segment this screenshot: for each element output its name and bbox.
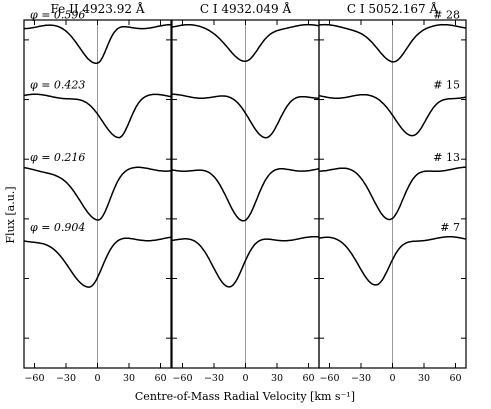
spectrum-line-panel2-series4	[171, 236, 320, 288]
spectrum-line-panel2-series3	[171, 167, 320, 222]
panel-title-3: C I 5052.167 Å	[347, 1, 439, 16]
spectrum-label-2: # 15	[433, 78, 460, 91]
spectrum-line-panel3-series3	[319, 166, 466, 221]
panels-group	[23, 19, 467, 369]
phase-label-2: φ = 0.423	[30, 78, 85, 91]
phase-label-4: φ = 0.904	[30, 221, 85, 234]
x-tick-label-1-4: 60	[154, 373, 166, 384]
x-tick-label-3-3: 30	[418, 373, 430, 384]
labels-group: −60 −30 0 30 60 Fe II 4923.92 Å −60 −30 0 30 60 C I…	[24, 1, 461, 384]
spectrum-line-panel1-series4	[23, 236, 172, 288]
spectrum-label-4: # 7	[440, 221, 460, 234]
x-tick-label-2-1: −30	[204, 373, 224, 384]
spectrum-line-panel3-series4	[318, 236, 467, 286]
spectrum-line-panel1-series2	[23, 93, 172, 139]
spectrum-label-1: # 28	[433, 9, 460, 22]
panel-title-2: C I 4932.049 Å	[200, 1, 292, 16]
x-tick-label-2-0: −60	[172, 373, 192, 384]
y-axis-label: Flux [a.u.]	[4, 186, 17, 243]
x-axis-label: Centre-of-Mass Radial Velocity [km s⁻¹]	[135, 390, 355, 403]
x-tick-label-1-0: −60	[24, 373, 44, 384]
x-tick-label-3-1: −30	[351, 373, 371, 384]
spectrum-line-panel1-series1	[24, 23, 172, 64]
x-tick-label-3-4: 60	[449, 373, 461, 384]
x-tick-label-2-2: 0	[242, 373, 248, 384]
phase-label-1: φ = 0.596	[30, 9, 85, 22]
x-tick-label-3-2: 0	[389, 373, 395, 384]
x-tick-label-1-1: −30	[56, 373, 76, 384]
spectrum-label-3: # 13	[433, 151, 460, 164]
x-tick-label-3-0: −60	[319, 373, 339, 384]
x-tick-label-1-2: 0	[94, 373, 100, 384]
spectrum-line-panel3-series1	[318, 23, 467, 63]
phase-label-3: φ = 0.216	[30, 151, 85, 164]
spectrum-line-panel2-series1	[171, 23, 320, 62]
x-tick-label-2-3: 30	[271, 373, 283, 384]
x-tick-label-1-3: 30	[123, 373, 135, 384]
spectrum-line-panel2-series2	[171, 93, 319, 139]
panel-title-1: Fe II 4923.92 Å	[51, 1, 145, 16]
spectrum-line-panel3-series2	[318, 93, 467, 137]
spectrum-line-panel1-series3	[23, 166, 172, 221]
x-tick-label-2-4: 60	[302, 373, 314, 384]
